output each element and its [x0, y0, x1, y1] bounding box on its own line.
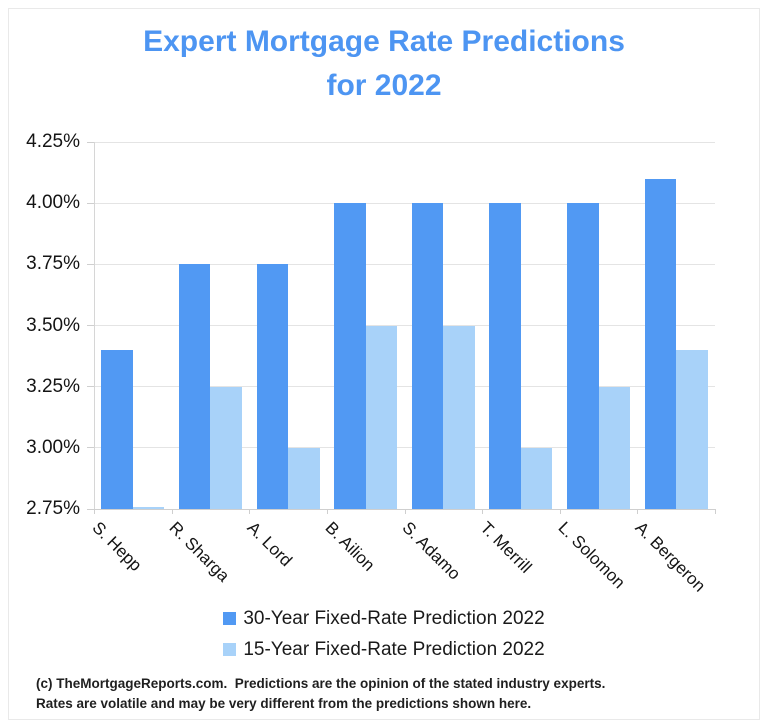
bar-15yr	[132, 507, 165, 509]
y-axis-tick	[87, 325, 94, 326]
y-axis-label: 4.00%	[26, 192, 80, 214]
x-axis-label: A. Lord	[243, 518, 296, 571]
x-axis-tick	[249, 509, 251, 514]
bar-30yr	[178, 264, 211, 509]
x-axis-label: S. Adamo	[398, 518, 465, 584]
y-axis-tick	[87, 263, 94, 265]
bar-15yr	[365, 325, 398, 509]
chart-title-line2: for 2022	[326, 69, 442, 102]
bar-30yr	[644, 178, 677, 509]
chart-title: Expert Mortgage Rate Predictions for 202…	[0, 20, 768, 108]
bar-30yr	[489, 203, 521, 509]
x-axis-label: B. Ailion	[321, 518, 379, 575]
y-axis-label: 4.25%	[26, 131, 80, 152]
x-axis-tick	[715, 509, 716, 514]
x-axis-label: R. Sharga	[166, 518, 234, 586]
x-axis-label: L. Solomon	[554, 518, 629, 593]
footer-line1: (c) TheMortgageReports.com. Predictions …	[36, 676, 606, 691]
bar-15yr	[676, 349, 708, 509]
chart-legend: 30-Year Fixed-Rate Prediction 2022 15-Ye…	[0, 603, 768, 665]
y-axis-label: 3.75%	[26, 253, 80, 275]
x-axis-tick	[559, 509, 561, 514]
x-axis-tick	[482, 509, 484, 514]
y-axis-tick	[87, 508, 94, 510]
bar-15yr	[288, 447, 320, 509]
x-axis-tick	[404, 509, 406, 514]
gridline	[94, 325, 715, 326]
chart-title-line1: Expert Mortgage Rate Predictions	[143, 25, 625, 58]
legend-item-15yr: 15-Year Fixed-Rate Prediction 2022	[0, 634, 768, 665]
gridline	[94, 386, 715, 388]
x-axis-tick	[171, 509, 173, 514]
x-axis-tick	[94, 509, 95, 514]
gridline	[94, 447, 715, 449]
y-axis-tick	[87, 141, 94, 143]
legend-label-30yr: 30-Year Fixed-Rate Prediction 2022	[243, 607, 545, 629]
bar-30yr	[334, 203, 366, 509]
y-axis-label: 2.75%	[26, 498, 80, 519]
x-axis-label: S. Hepp	[88, 518, 146, 575]
x-axis-tick	[637, 509, 639, 514]
x-axis-label: T. Merrill	[476, 518, 536, 577]
y-axis-tick	[87, 447, 94, 449]
bar-15yr	[598, 386, 631, 509]
y-axis-label: 3.25%	[26, 375, 80, 397]
footer-note: (c) TheMortgageReports.com. Predictions …	[36, 674, 605, 714]
gridline	[94, 202, 715, 204]
bar-30yr	[567, 203, 599, 509]
x-axis-tick	[326, 509, 328, 514]
y-axis-label: 3.50%	[26, 314, 80, 336]
y-axis-line	[94, 142, 95, 514]
gridline	[94, 263, 715, 265]
bar-30yr	[411, 203, 444, 509]
legend-label-15yr: 15-Year Fixed-Rate Prediction 2022	[243, 638, 545, 660]
legend-swatch-30yr-icon	[223, 612, 237, 625]
legend-item-30yr: 30-Year Fixed-Rate Prediction 2022	[0, 603, 768, 634]
x-axis-label: A. Bergeron	[631, 518, 710, 596]
bar-15yr	[520, 447, 553, 509]
bar-30yr	[101, 349, 133, 509]
bar-15yr	[443, 325, 475, 509]
y-axis-label: 3.00%	[26, 436, 80, 458]
y-axis-tick	[87, 202, 94, 204]
y-axis-tick	[87, 386, 94, 388]
footer-line2: Rates are volatile and may be very diffe…	[36, 696, 532, 711]
legend-swatch-15yr-icon	[223, 643, 237, 656]
bar-15yr	[210, 386, 242, 509]
gridline	[94, 141, 715, 143]
bar-30yr	[256, 264, 289, 509]
